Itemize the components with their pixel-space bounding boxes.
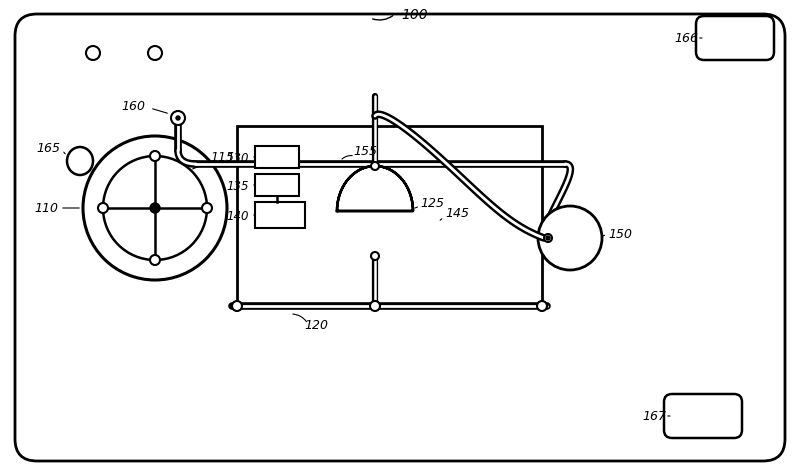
Text: 135: 135: [226, 179, 249, 192]
Circle shape: [150, 204, 160, 214]
Circle shape: [371, 252, 379, 260]
Text: 100: 100: [402, 8, 428, 22]
Bar: [255, 203, 305, 228]
Circle shape: [83, 137, 227, 280]
Circle shape: [98, 204, 108, 214]
Text: 160: 160: [121, 100, 145, 113]
Text: 166: 166: [674, 32, 698, 45]
Text: 167: 167: [642, 410, 666, 423]
Bar: [237, 127, 542, 307]
Circle shape: [544, 235, 552, 242]
Circle shape: [537, 301, 547, 311]
Circle shape: [232, 301, 242, 311]
FancyBboxPatch shape: [15, 15, 785, 461]
Circle shape: [148, 47, 162, 61]
Text: 155: 155: [353, 145, 377, 158]
Text: 140: 140: [226, 209, 249, 222]
Text: 110: 110: [34, 202, 58, 215]
Circle shape: [150, 256, 160, 266]
FancyBboxPatch shape: [696, 17, 774, 61]
Text: 145: 145: [445, 207, 469, 219]
Circle shape: [370, 301, 380, 311]
Circle shape: [371, 163, 379, 170]
Circle shape: [86, 47, 100, 61]
Text: 130: 130: [226, 151, 249, 164]
Circle shape: [202, 204, 212, 214]
Circle shape: [546, 237, 550, 240]
Ellipse shape: [67, 148, 93, 176]
Bar: [255, 175, 299, 197]
FancyBboxPatch shape: [664, 394, 742, 438]
Text: 125: 125: [420, 197, 444, 209]
Circle shape: [103, 157, 207, 260]
Text: 150: 150: [608, 228, 632, 241]
Text: 115: 115: [210, 151, 234, 164]
Text: 165: 165: [36, 142, 60, 155]
Circle shape: [538, 207, 602, 270]
Bar: [255, 147, 299, 169]
Circle shape: [171, 112, 185, 126]
Circle shape: [176, 117, 180, 121]
Circle shape: [150, 152, 160, 162]
Polygon shape: [337, 167, 413, 211]
Text: 120: 120: [304, 318, 328, 331]
